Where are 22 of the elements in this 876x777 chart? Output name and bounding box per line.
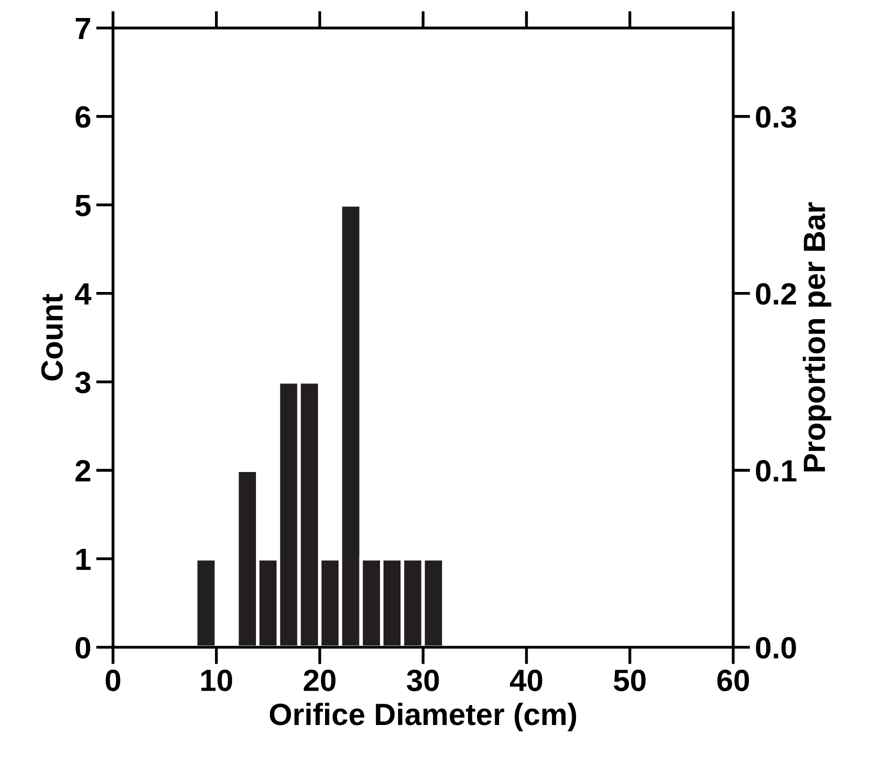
y-tick-label: 2 (76, 460, 90, 482)
x-tick-label: 0 (106, 670, 120, 692)
y2-tick-label: 0.1 (756, 460, 796, 482)
x-tick-label: 50 (614, 670, 646, 692)
x-tick-label: 40 (510, 670, 542, 692)
y2-tick-label: 0.3 (756, 106, 796, 128)
y-tick-label: 4 (74, 283, 92, 304)
y2-tick-label: 0.2 (756, 283, 796, 305)
x-axis-title: Orifice Diameter (cm) (270, 702, 576, 732)
y2-tick-label: 0.0 (756, 636, 796, 659)
y-tick-label: 0 (76, 636, 90, 659)
x-tick-label: 20 (304, 670, 336, 692)
x-tick-label: 30 (406, 670, 439, 692)
x-tick-label: 60 (717, 670, 749, 692)
y-axis-title: Count (41, 294, 63, 380)
y-tick-label: 5 (75, 194, 91, 216)
y2-axis-title: Proportion per Bar (802, 202, 832, 472)
y-tick-label: 7 (76, 18, 90, 40)
x-tick-label: 10 (201, 670, 232, 692)
y-tick-label: 3 (75, 372, 90, 394)
y-tick-label: 1 (76, 548, 91, 570)
y-tick-label: 6 (76, 106, 90, 128)
